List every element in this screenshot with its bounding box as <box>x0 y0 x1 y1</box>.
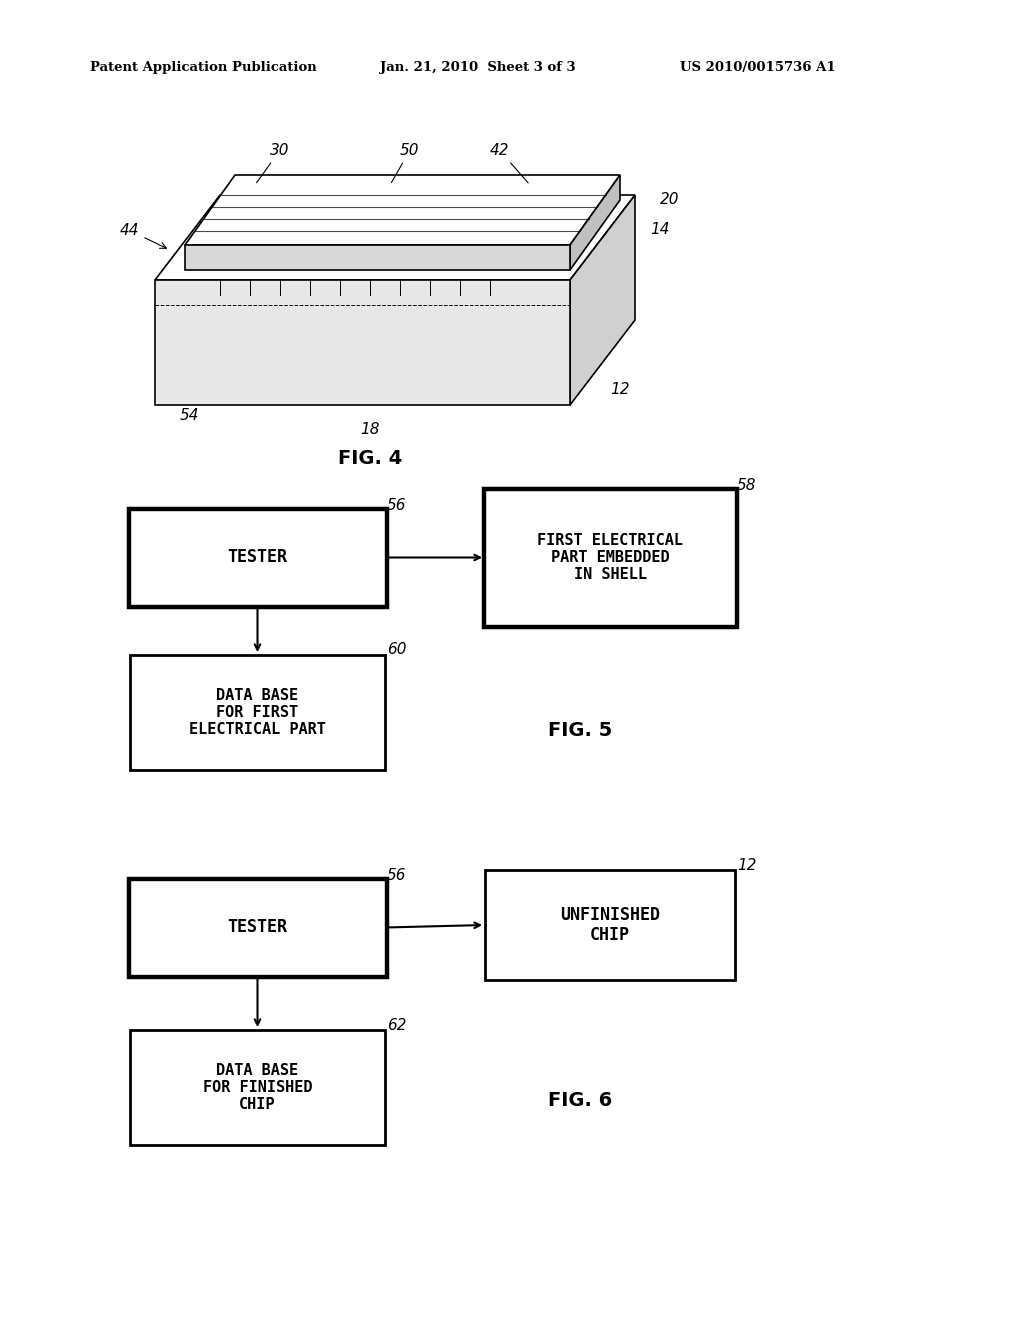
Text: 20: 20 <box>660 193 680 207</box>
Polygon shape <box>155 195 635 280</box>
Polygon shape <box>570 176 620 271</box>
Polygon shape <box>155 280 570 405</box>
Text: 56: 56 <box>387 867 407 883</box>
Text: 18: 18 <box>360 422 380 437</box>
Bar <box>128 508 387 607</box>
Text: DATA BASE
FOR FINISHED
CHIP: DATA BASE FOR FINISHED CHIP <box>203 1063 312 1113</box>
Text: FIG. 6: FIG. 6 <box>548 1090 612 1110</box>
Text: 50: 50 <box>391 143 420 182</box>
Text: 54: 54 <box>180 408 200 422</box>
FancyBboxPatch shape <box>130 1030 385 1144</box>
Text: TESTER: TESTER <box>227 549 288 566</box>
Polygon shape <box>185 246 570 271</box>
Text: 58: 58 <box>737 478 757 492</box>
Bar <box>128 878 387 977</box>
Text: 12: 12 <box>610 383 630 397</box>
Text: DATA BASE
FOR FIRST
ELECTRICAL PART: DATA BASE FOR FIRST ELECTRICAL PART <box>189 688 326 738</box>
Text: FIG. 5: FIG. 5 <box>548 721 612 739</box>
Polygon shape <box>185 176 620 246</box>
Text: 30: 30 <box>257 143 290 182</box>
Bar <box>485 490 735 624</box>
Text: TESTER: TESTER <box>227 919 288 936</box>
Text: 60: 60 <box>387 643 407 657</box>
Text: FIG. 4: FIG. 4 <box>338 449 402 467</box>
Text: 56: 56 <box>387 498 407 512</box>
Polygon shape <box>570 195 635 405</box>
Text: 44: 44 <box>120 223 166 248</box>
FancyBboxPatch shape <box>130 655 385 770</box>
Bar <box>130 510 385 605</box>
Text: UNFINISHED
CHIP: UNFINISHED CHIP <box>560 906 660 944</box>
Text: Jan. 21, 2010  Sheet 3 of 3: Jan. 21, 2010 Sheet 3 of 3 <box>380 62 575 74</box>
Text: FIRST ELECTRICAL
PART EMBEDDED
IN SHELL: FIRST ELECTRICAL PART EMBEDDED IN SHELL <box>537 532 683 582</box>
Bar <box>483 488 737 627</box>
Bar <box>130 880 385 975</box>
Text: 14: 14 <box>650 223 670 238</box>
Text: 12: 12 <box>737 858 757 873</box>
Text: 42: 42 <box>490 143 528 183</box>
Text: US 2010/0015736 A1: US 2010/0015736 A1 <box>680 62 836 74</box>
FancyBboxPatch shape <box>485 870 735 979</box>
Text: Patent Application Publication: Patent Application Publication <box>90 62 316 74</box>
Text: 62: 62 <box>387 1018 407 1032</box>
